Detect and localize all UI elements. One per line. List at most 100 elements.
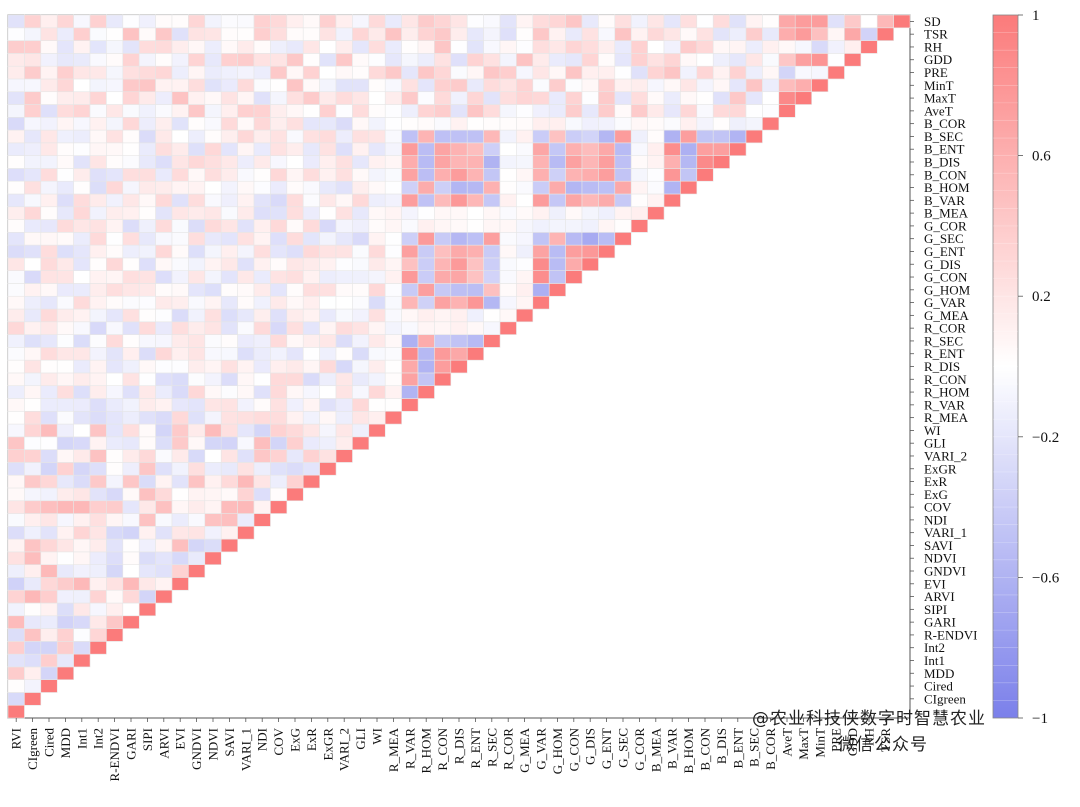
heatmap-cell — [548, 193, 566, 208]
heatmap-cell — [122, 116, 140, 131]
heatmap-cell — [40, 525, 58, 540]
heatmap-cell — [73, 78, 91, 93]
heatmap-cell — [122, 129, 140, 144]
heatmap-cell — [499, 321, 517, 335]
heatmap-cell — [106, 155, 124, 169]
heatmap-cell — [138, 142, 156, 156]
y-tick-label: G_MEA — [924, 308, 969, 323]
heatmap-cell — [40, 462, 58, 476]
heatmap-cell — [434, 308, 452, 323]
heatmap-cell — [155, 372, 173, 387]
heatmap-cell — [565, 78, 583, 93]
heatmap-cell — [827, 65, 845, 80]
heatmap-cell — [24, 692, 42, 706]
heatmap-cell — [188, 500, 206, 514]
y-tick-label: SD — [924, 14, 941, 29]
heatmap-cell — [696, 78, 714, 93]
heatmap-cell — [188, 436, 206, 450]
x-tick-label: NDI — [255, 728, 270, 751]
heatmap-cell — [138, 410, 156, 425]
heatmap-cell — [73, 231, 91, 246]
heatmap-cell — [417, 155, 435, 169]
heatmap-cell — [122, 372, 140, 387]
heatmap-cell — [40, 551, 58, 565]
heatmap-cell — [270, 500, 288, 514]
heatmap-cell — [122, 283, 140, 297]
heatmap-cell — [171, 398, 189, 412]
heatmap-cell — [647, 104, 665, 118]
heatmap-cell — [614, 116, 632, 131]
heatmap-cell — [516, 270, 534, 284]
heatmap-cell — [532, 283, 550, 297]
heatmap-cell — [40, 359, 58, 374]
heatmap-cell — [417, 270, 435, 284]
heatmap-cell — [483, 193, 501, 208]
heatmap-cell — [7, 180, 25, 195]
heatmap-cell — [598, 116, 616, 131]
heatmap-cell — [335, 334, 353, 348]
heatmap-cell — [204, 91, 222, 105]
heatmap-cell — [270, 283, 288, 297]
heatmap-cell — [204, 551, 222, 565]
heatmap-cell — [253, 168, 271, 182]
x-tick-label: GARI — [124, 728, 139, 760]
x-tick-label: GDD — [845, 728, 860, 756]
heatmap-cell — [122, 78, 140, 93]
heatmap-cell — [122, 615, 140, 629]
heatmap-cell — [466, 53, 484, 67]
heatmap-cell — [286, 180, 304, 195]
heatmap-cell — [516, 129, 534, 144]
heatmap-cell — [384, 27, 402, 41]
heatmap-cell — [73, 628, 91, 642]
heatmap-cell — [40, 449, 58, 463]
y-tick-label: B_COR — [924, 116, 966, 131]
heatmap-cell — [237, 40, 255, 54]
heatmap-cell — [384, 359, 402, 374]
heatmap-cell — [56, 525, 74, 540]
heatmap-cell — [647, 180, 665, 195]
heatmap-cell — [73, 500, 91, 514]
heatmap-cell — [417, 334, 435, 348]
y-tick-label: TSR — [924, 27, 948, 42]
heatmap-cell — [286, 398, 304, 412]
heatmap-cell — [434, 65, 452, 80]
heatmap-cell — [7, 577, 25, 591]
heatmap-cell — [73, 168, 91, 182]
heatmap-cell — [171, 53, 189, 67]
heatmap-cell — [106, 564, 124, 578]
y-tick-label: G_CON — [924, 270, 968, 285]
heatmap-cell — [24, 308, 42, 323]
heatmap-cell — [630, 219, 648, 233]
heatmap-cell — [598, 91, 616, 105]
heatmap-cell — [548, 257, 566, 271]
heatmap-cell — [466, 308, 484, 323]
heatmap-cell — [73, 385, 91, 399]
heatmap-cell — [286, 308, 304, 323]
heatmap-cell — [614, 91, 632, 105]
heatmap-cell — [319, 283, 337, 297]
heatmap-cell — [204, 168, 222, 182]
heatmap-cell — [565, 129, 583, 144]
heatmap-cell — [844, 53, 862, 67]
x-tick-label: R-ENDVI — [107, 728, 122, 781]
heatmap-cell — [89, 500, 107, 514]
heatmap-cell — [122, 104, 140, 118]
heatmap-cell — [220, 129, 238, 144]
heatmap-cell — [56, 257, 74, 271]
heatmap-cell — [270, 487, 288, 502]
heatmap-cell — [729, 91, 747, 105]
heatmap-cell — [56, 577, 74, 591]
heatmap-cell — [466, 40, 484, 54]
heatmap-cell — [548, 27, 566, 41]
x-tick-label: SIPI — [140, 728, 155, 751]
y-tick-label: GNDVI — [924, 564, 966, 579]
heatmap-cell — [40, 142, 58, 156]
heatmap-cell — [450, 321, 468, 335]
heatmap-cell — [155, 359, 173, 374]
heatmap-cell — [56, 129, 74, 144]
heatmap-cell — [56, 436, 74, 450]
heatmap-cell — [253, 398, 271, 412]
heatmap-cell — [630, 206, 648, 220]
heatmap-cell — [270, 308, 288, 323]
heatmap-cell — [106, 116, 124, 131]
